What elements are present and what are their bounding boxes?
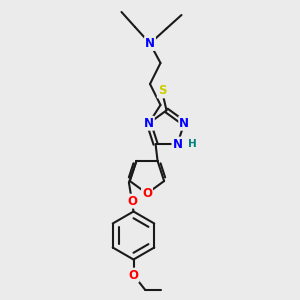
Text: H: H — [188, 139, 197, 149]
Text: O: O — [142, 187, 152, 200]
Text: O: O — [127, 195, 137, 208]
Text: O: O — [128, 268, 139, 282]
Text: N: N — [179, 117, 189, 130]
Text: N: N — [144, 117, 154, 130]
Text: S: S — [158, 84, 166, 98]
Text: N: N — [172, 137, 182, 151]
Text: N: N — [145, 37, 155, 50]
